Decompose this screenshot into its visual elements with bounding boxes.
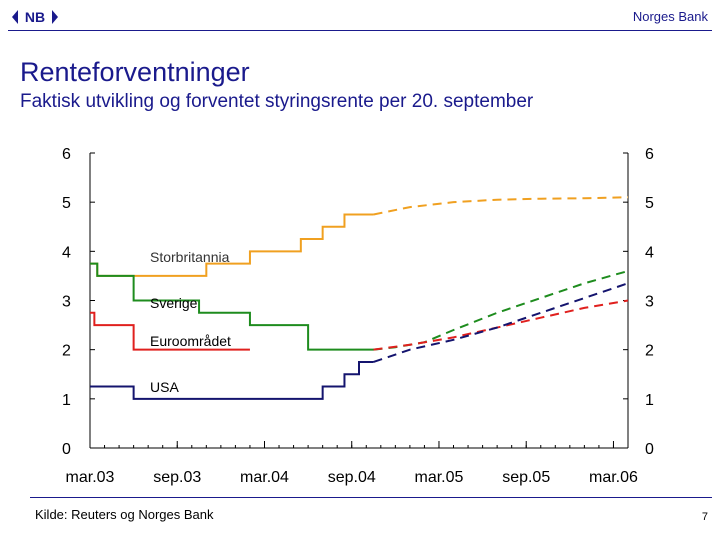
logo-text: NB bbox=[25, 9, 45, 25]
x-tick-label: sep.03 bbox=[153, 469, 201, 486]
x-tick-label: mar.04 bbox=[240, 469, 289, 486]
y-tick-label-left: 0 bbox=[62, 441, 71, 458]
logo-mark-icon: NB bbox=[12, 9, 58, 25]
y-tick-label-left: 5 bbox=[62, 195, 71, 212]
y-tick-label-left: 2 bbox=[62, 343, 71, 360]
x-tick-label: sep.05 bbox=[502, 469, 550, 486]
y-tick-label-right: 4 bbox=[645, 244, 654, 261]
y-tick-label-left: 3 bbox=[62, 294, 71, 311]
y-tick-label-right: 6 bbox=[645, 146, 654, 163]
y-tick-label-right: 1 bbox=[645, 392, 654, 409]
page-subtitle: Faktisk utvikling og forventet styringsr… bbox=[20, 91, 534, 112]
series-storbritannia-forecast bbox=[373, 196, 629, 216]
series-storbritannia-actual bbox=[90, 213, 374, 277]
y-tick-label-right: 0 bbox=[645, 441, 654, 458]
brand-name: Norges Bank bbox=[632, 9, 708, 24]
annotation-euroomr-det: Euroområdet bbox=[150, 333, 231, 349]
series-euroomr-det-forecast bbox=[373, 299, 629, 351]
page-number: 7 bbox=[701, 511, 708, 523]
y-tick-label-right: 5 bbox=[645, 195, 654, 212]
footer-divider bbox=[30, 497, 712, 498]
series-usa-actual bbox=[90, 360, 374, 400]
x-tick-label: mar.06 bbox=[589, 469, 638, 486]
series-euroomr-det-actual bbox=[90, 311, 250, 351]
y-tick-label-right: 2 bbox=[645, 343, 654, 360]
annotation-usa: USA bbox=[150, 379, 179, 395]
annotation-storbritannia: Storbritannia bbox=[150, 249, 230, 265]
y-tick-label-left: 4 bbox=[62, 244, 71, 261]
x-tick-label: mar.03 bbox=[66, 469, 115, 486]
x-tick-label: sep.04 bbox=[328, 469, 376, 486]
series-usa-forecast bbox=[373, 282, 629, 363]
rate-expectations-chart: 0 0 1 1 2 2 3 3 4 4 5 5 6 6 mar.03 sep.03 mar.04 sep.04 ma… bbox=[62, 146, 654, 486]
y-tick-label-left: 1 bbox=[62, 392, 71, 409]
source-note: Kilde: Reuters og Norges Bank bbox=[35, 507, 214, 522]
header-divider bbox=[8, 30, 712, 31]
y-tick-label-right: 3 bbox=[645, 294, 654, 311]
page-title: Renteforventninger bbox=[20, 57, 250, 87]
series-sverige-forecast bbox=[373, 270, 629, 351]
y-tick-label-left: 6 bbox=[62, 146, 71, 163]
annotation-sverige: Sverige bbox=[150, 295, 198, 311]
x-tick-label: mar.05 bbox=[415, 469, 464, 486]
series-sverige-actual bbox=[90, 262, 374, 351]
norges-bank-logo: NB bbox=[10, 8, 60, 31]
